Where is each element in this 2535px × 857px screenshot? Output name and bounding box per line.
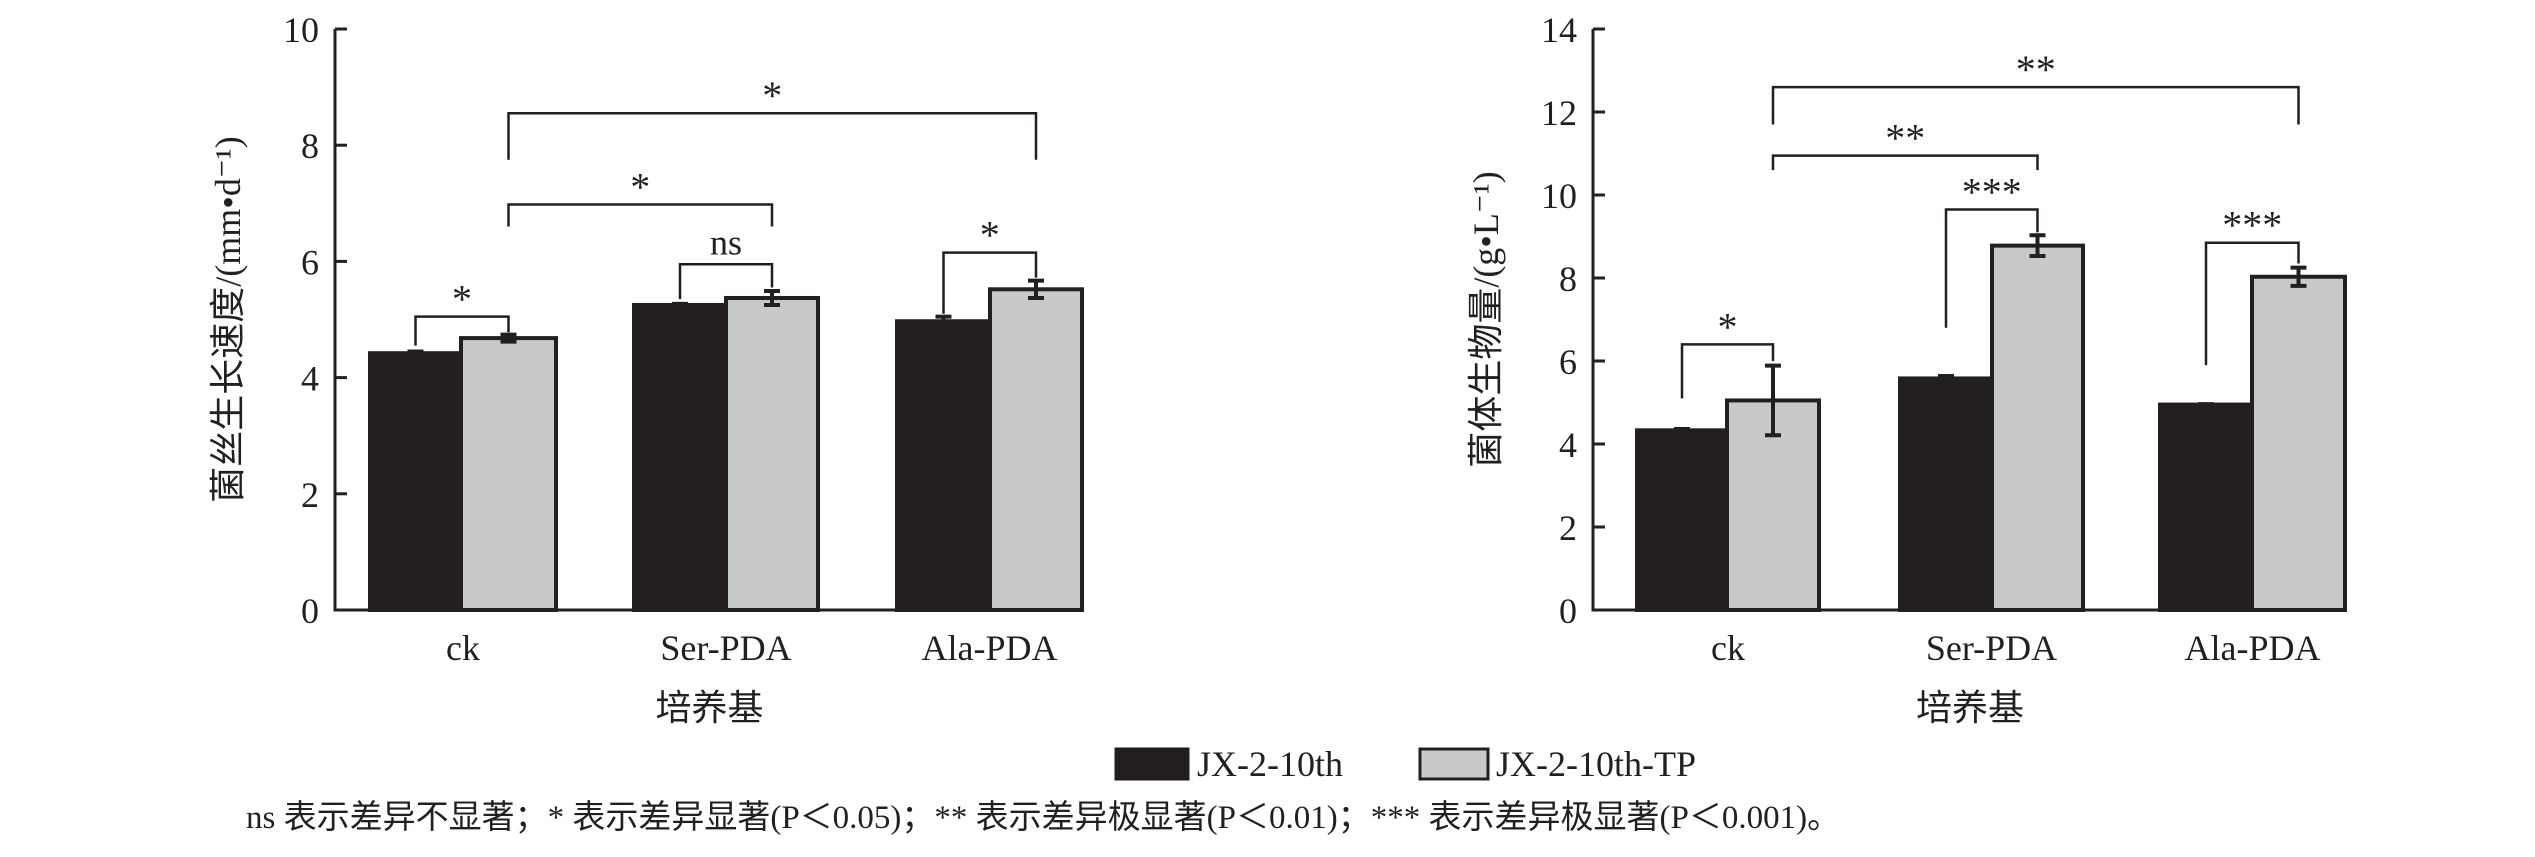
bar-Ala-PDA-JX-2-10th-TP	[2250, 274, 2347, 612]
x-tick-label: ck	[446, 628, 480, 668]
significance-bracket	[678, 263, 774, 300]
y-tick-label: 12	[1541, 93, 1577, 133]
significance-label: ***	[1962, 170, 2022, 215]
error-bar-Ser-PDA-JX-2-10th	[672, 301, 688, 309]
y-tick-label: 10	[283, 10, 319, 50]
significance-bracket	[1680, 343, 1775, 399]
error-bar-ck-JX-2-10th	[1674, 427, 1690, 434]
y-tick-label: 2	[1559, 508, 1577, 548]
x-tick-label: Ala-PDA	[922, 628, 1058, 668]
bar-Ala-PDA-JX-2-10th	[2158, 402, 2254, 613]
x-axis-label: 培养基	[1916, 688, 2024, 728]
significance-label: *	[980, 213, 1000, 258]
y-tick-label: 2	[301, 475, 319, 515]
bar-ck-JX-2-10th	[368, 351, 463, 612]
y-tick-label: 0	[1559, 591, 1577, 631]
significance-label: *	[762, 73, 782, 118]
x-axis-label: 培养基	[655, 688, 763, 728]
legend-swatch-jx-2-10th-tp	[1418, 747, 1490, 781]
y-tick-label: 14	[1541, 10, 1577, 50]
y-tick-label: 6	[1559, 342, 1577, 382]
error-bar-ck-JX-2-10th-TP	[1765, 363, 1781, 438]
significance-bracket	[507, 203, 774, 227]
chart-growth-rate: ck Ser-PDA Ala-PDA 0 2 4 6 8 10 培养基 菌丝生长速度/(mm•d⁻¹…	[208, 10, 1084, 728]
significance-bracket	[414, 315, 510, 346]
error-bar-Ala-PDA-JX-2-10th-TP	[2290, 265, 2307, 288]
legend-label-jx-2-10th: JX-2-10th	[1197, 744, 1343, 784]
y-tick-label: 4	[301, 359, 319, 399]
legend: JX-2-10th JX-2-10th-TP	[1114, 744, 1696, 784]
error-bar-Ser-PDA-JX-2-10th	[1938, 373, 1954, 383]
bar-Ala-PDA-JX-2-10th	[895, 319, 992, 612]
legend-label-jx-2-10th-tp: JX-2-10th-TP	[1496, 744, 1696, 784]
significance-label: *	[452, 277, 472, 322]
y-tick-label: 8	[301, 126, 319, 166]
significance-label: *	[630, 164, 650, 209]
bar-ck-JX-2-10th	[1635, 428, 1729, 612]
y-tick-label: 8	[1559, 259, 1577, 299]
significance-bracket	[1771, 154, 2039, 171]
y-tick-label: 6	[301, 242, 319, 282]
bar-Ser-PDA-JX-2-10th	[1898, 376, 1994, 612]
bar-Ser-PDA-JX-2-10th	[632, 302, 728, 612]
x-tick-label: Ser-PDA	[1926, 628, 2057, 668]
y-tick-label: 4	[1559, 425, 1577, 465]
significance-bracket	[942, 251, 1038, 314]
significance-bracket	[507, 111, 1038, 160]
significance-label: **	[2016, 47, 2056, 92]
chart-biomass: ck Ser-PDA Ala-PDA 0 2 4 6 8 10 12 14 培养基 菌体生物量/(g•L…	[1466, 10, 2347, 728]
x-tick-label: Ala-PDA	[2185, 628, 2321, 668]
error-bar-Ser-PDA-JX-2-10th-TP	[2029, 233, 2046, 259]
error-bar-ck-JX-2-10th-TP	[500, 332, 517, 344]
y-axis-label: 菌体生物量/(g•L⁻¹)	[1466, 171, 1506, 467]
bar-Ser-PDA-JX-2-10th-TP	[724, 296, 820, 612]
significance-label: ***	[2222, 203, 2282, 248]
footnote: ns 表示差异不显著；* 表示差异显著(P＜0.05)；** 表示差异极显著(P…	[246, 799, 1840, 836]
x-tick-label: ck	[1711, 628, 1745, 668]
y-axis-label: 菌丝生长速度/(mm•d⁻¹)	[208, 136, 248, 502]
significance-label: ns	[710, 222, 742, 262]
legend-swatch-jx-2-10th	[1114, 747, 1190, 781]
significance-label: **	[1885, 116, 1925, 161]
significance-bracket	[2204, 241, 2300, 366]
y-tick-label: 10	[1541, 176, 1577, 216]
significance-label: *	[1718, 304, 1738, 349]
bar-ck-JX-2-10th-TP	[459, 336, 558, 612]
error-bar-Ala-PDA-JX-2-10th	[2198, 402, 2214, 407]
error-bar-Ser-PDA-JX-2-10th-TP	[764, 289, 780, 307]
bar-Ala-PDA-JX-2-10th-TP	[988, 287, 1084, 612]
significance-bracket	[1771, 85, 2300, 125]
error-bar-ck-JX-2-10th	[407, 349, 424, 357]
error-bar-Ala-PDA-JX-2-10th-TP	[1028, 278, 1044, 301]
significance-bracket	[1944, 208, 2039, 328]
y-tick-label: 0	[301, 591, 319, 631]
bar-Ser-PDA-JX-2-10th-TP	[1990, 243, 2085, 612]
error-bar-Ala-PDA-JX-2-10th	[935, 314, 952, 328]
x-tick-label: Ser-PDA	[660, 628, 791, 668]
